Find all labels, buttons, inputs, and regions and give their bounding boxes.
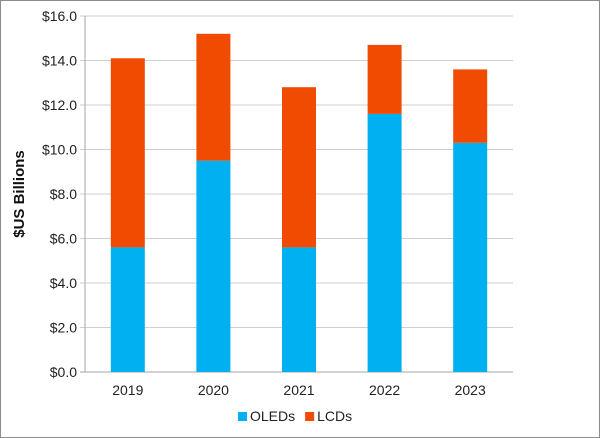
bar-lcds-2019 xyxy=(110,58,145,248)
y-tick-label: $14.0 xyxy=(42,53,77,69)
legend-swatch-lcds xyxy=(305,412,315,421)
x-tick-label: 2020 xyxy=(198,382,229,398)
y-tick-label: $16.0 xyxy=(42,8,77,24)
y-tick-label: $4.0 xyxy=(50,275,77,291)
y-tick-label: $0.0 xyxy=(50,364,77,380)
y-tick-label: $8.0 xyxy=(50,186,77,202)
x-tick-label: 2023 xyxy=(455,382,486,398)
bar-oleds-2022 xyxy=(367,113,402,373)
legend-label-oleds: OLEDs xyxy=(250,408,295,424)
bar-oleds-2020 xyxy=(196,160,231,372)
y-tick-label: $12.0 xyxy=(42,97,77,113)
legend-swatch-oleds xyxy=(238,412,247,421)
bar-lcds-2021 xyxy=(282,87,316,248)
y-tick-label: $6.0 xyxy=(50,231,77,247)
x-tick-label: 2022 xyxy=(369,382,400,398)
y-axis-title: $US Billions xyxy=(11,150,28,238)
y-tick-label: $2.0 xyxy=(50,320,77,336)
bar-oleds-2023 xyxy=(453,142,488,372)
bar-lcds-2023 xyxy=(453,69,488,143)
bar-lcds-2022 xyxy=(367,44,402,114)
bar-lcds-2020 xyxy=(196,33,231,161)
x-tick-label: 2021 xyxy=(283,382,314,398)
bar-oleds-2019 xyxy=(110,247,145,372)
x-tick-label: 2019 xyxy=(112,382,143,398)
y-tick-label: $10.0 xyxy=(42,142,77,158)
legend-label-lcds: LCDs xyxy=(317,408,352,424)
bar-oleds-2021 xyxy=(282,247,316,372)
